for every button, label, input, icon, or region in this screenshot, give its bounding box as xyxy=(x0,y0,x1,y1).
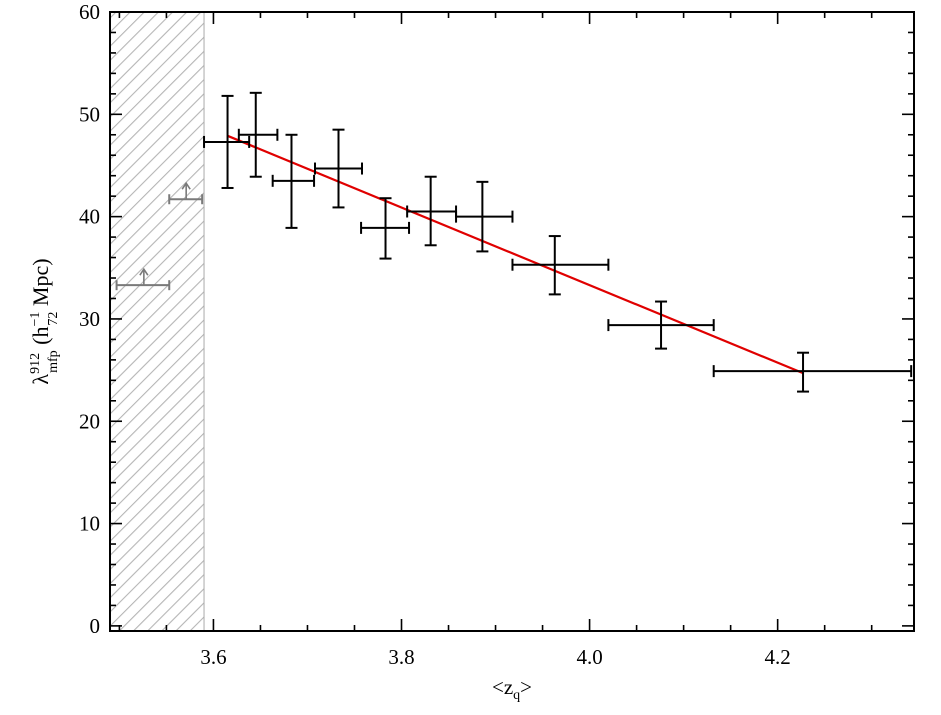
measurement-point xyxy=(237,91,279,178)
x-tick-label: 4.0 xyxy=(576,645,602,669)
plot-frame xyxy=(109,11,915,632)
measurement-point xyxy=(607,300,715,350)
x-tick-label: 3.6 xyxy=(200,645,226,669)
y-tick-label: 30 xyxy=(79,307,100,331)
lower-limit-arrow-head xyxy=(181,181,191,190)
x-tick-label: 3.8 xyxy=(388,645,414,669)
lower-limit-point xyxy=(115,267,171,291)
axis-ticks xyxy=(110,11,914,631)
y-tick-label: 20 xyxy=(79,409,100,433)
excluded-region-hatch xyxy=(110,12,205,631)
measurement-point xyxy=(313,128,364,209)
lower-limits-layer xyxy=(115,181,204,291)
x-tick-label: 4.2 xyxy=(765,645,791,669)
measurement-point xyxy=(203,94,251,189)
measurement-point xyxy=(360,197,411,260)
y-tick-label: 40 xyxy=(79,205,100,229)
x-tick-labels: 3.6 3.8 4.0 4.2 xyxy=(200,645,790,669)
y-tick-label: 50 xyxy=(79,102,100,126)
y-tick-label: 60 xyxy=(79,0,100,24)
measurement-point xyxy=(712,351,913,393)
fit-line-layer xyxy=(227,134,804,375)
measurement-point xyxy=(271,133,316,229)
lower-limit-arrow-head xyxy=(139,267,149,276)
y-tick-label: 10 xyxy=(79,512,100,536)
lower-limit-point xyxy=(168,181,204,205)
fit-line xyxy=(227,134,804,375)
measurement-point xyxy=(511,235,610,296)
x-axis-label: <zq> xyxy=(492,675,532,703)
measurement-point xyxy=(406,175,458,247)
y-tick-labels: 0 10 20 30 40 50 60 xyxy=(79,0,100,638)
y-axis-label: λ912 mfp (h−1 72 Mpc) xyxy=(28,258,61,384)
measurements-layer xyxy=(203,91,913,393)
excluded-region-layer xyxy=(110,12,205,631)
measurement-point xyxy=(455,180,514,253)
y-tick-label: 0 xyxy=(90,614,101,638)
